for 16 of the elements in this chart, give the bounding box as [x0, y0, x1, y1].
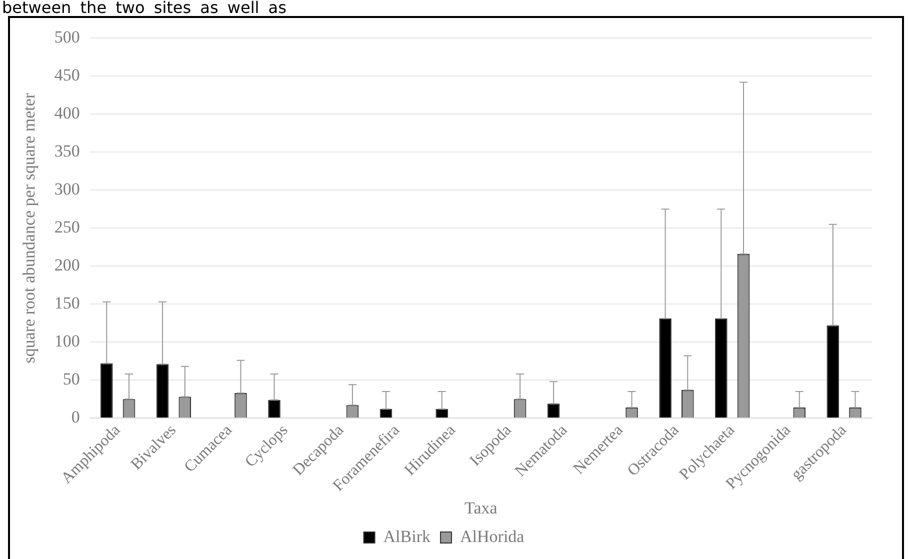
y-tick-label: 0 [71, 408, 80, 427]
y-tick-label: 50 [62, 370, 80, 389]
y-tick-label: 250 [54, 218, 80, 237]
y-tick-label: 100 [54, 332, 80, 351]
y-tick-label: 400 [54, 104, 80, 123]
text: between the two sites as well as [2, 0, 286, 17]
y-tick-label: 150 [54, 294, 80, 313]
x-axis-title: Taxa [464, 498, 498, 518]
y-tick-label: 350 [54, 142, 80, 161]
y-tick-label: 200 [54, 256, 80, 275]
y-tick-label: 300 [54, 180, 80, 199]
y-axis-title: square root abundance per square meter [20, 92, 39, 364]
y-tick-label: 450 [54, 66, 80, 85]
legend-label: AlBirk [383, 526, 432, 546]
legend-label: AlHorida [460, 526, 525, 546]
y-tick-label: 500 [54, 28, 80, 47]
